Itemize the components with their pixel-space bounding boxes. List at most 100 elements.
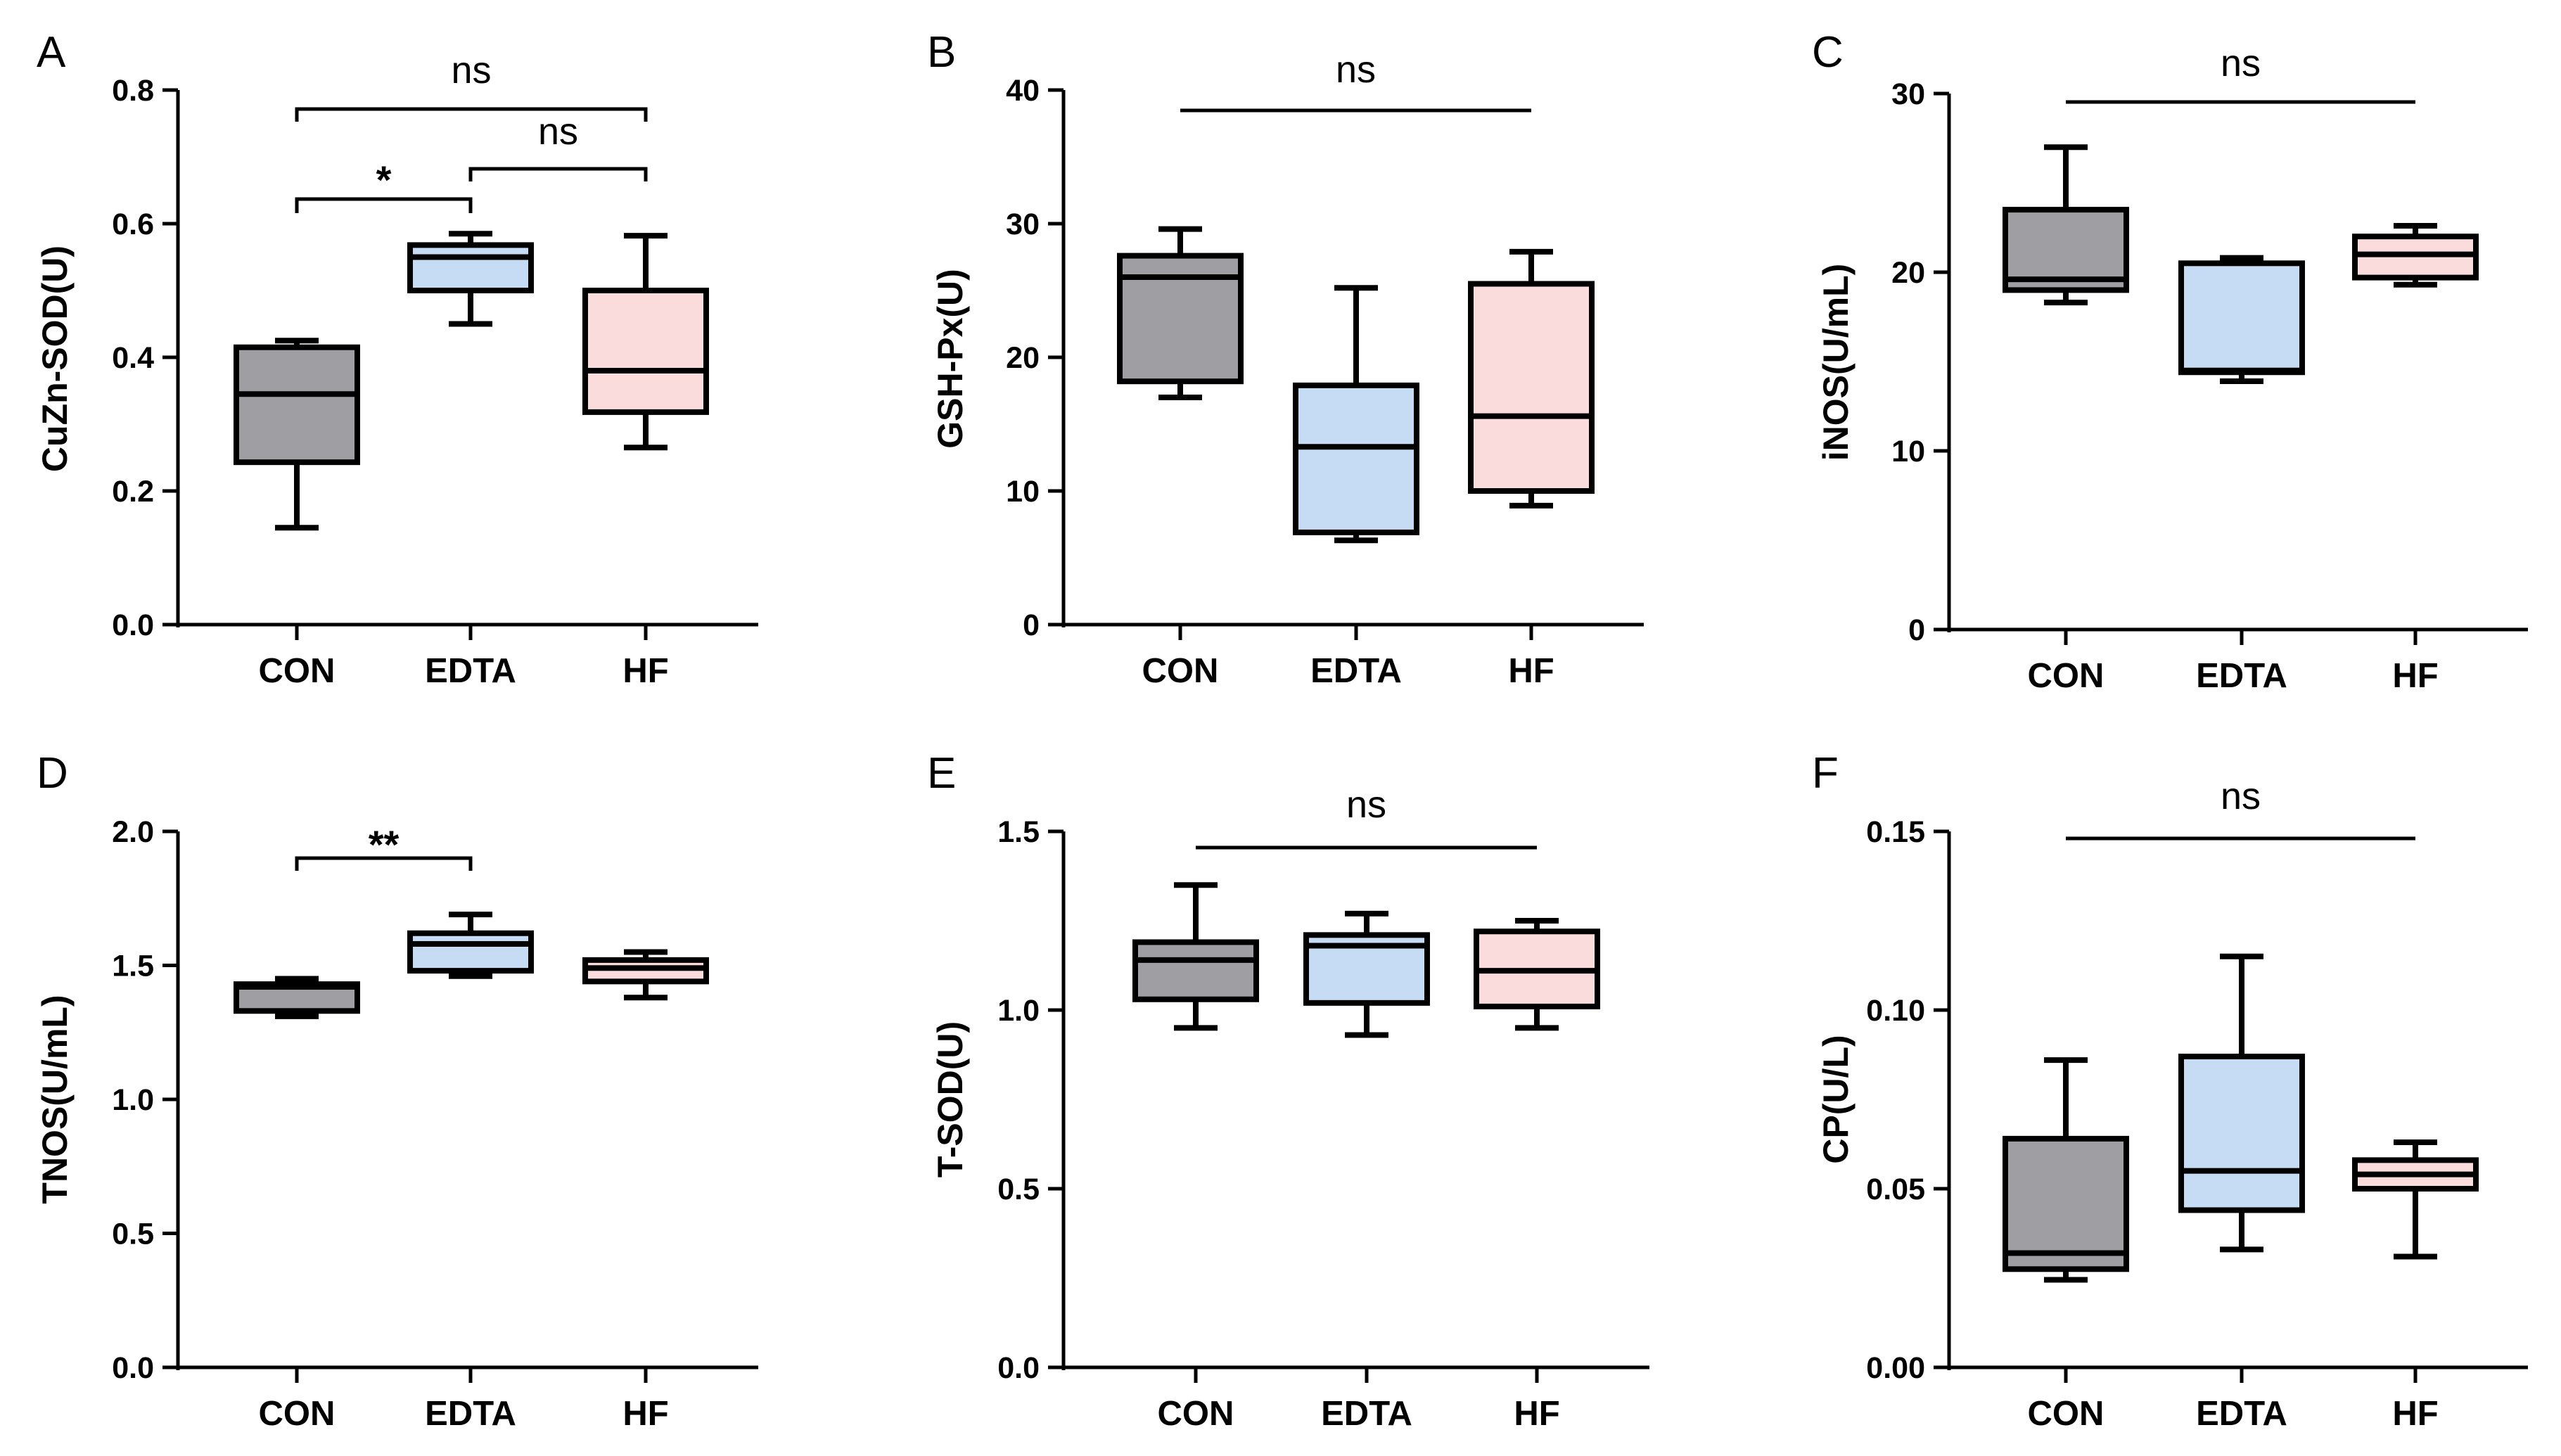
panel-B: B GSH-Px(U) 0 10 20 30 40 CON EDTA HF ns bbox=[927, 28, 1644, 690]
bracket-line bbox=[295, 856, 473, 871]
x-category-label: HF bbox=[1514, 1395, 1559, 1433]
box-hf bbox=[1474, 918, 1600, 1031]
x-category-label: EDTA bbox=[1321, 1395, 1412, 1433]
y-tick-label: 0.10 bbox=[1866, 994, 1925, 1028]
box-hf bbox=[2352, 1139, 2479, 1260]
significance-label: * bbox=[376, 158, 392, 202]
box-iqr bbox=[2003, 1135, 2129, 1272]
box-edta bbox=[2178, 953, 2305, 1253]
y-tick-label: 0.8 bbox=[112, 74, 154, 108]
x-category-label: HF bbox=[622, 1395, 668, 1433]
y-tick-label: 1.5 bbox=[997, 815, 1040, 849]
box-iqr bbox=[2178, 1054, 2305, 1213]
panel-letter: B bbox=[927, 28, 956, 77]
panel-letter: F bbox=[1812, 749, 1839, 798]
y-tick-label: 0.15 bbox=[1866, 815, 1925, 849]
significance-label: ns bbox=[2221, 42, 2261, 84]
y-tick-label: 30 bbox=[1891, 77, 1925, 111]
box-con bbox=[2003, 144, 2129, 306]
x-category-label: CON bbox=[259, 1395, 336, 1433]
significance-bracket: ns bbox=[1196, 784, 1537, 850]
y-tick-label: 20 bbox=[1006, 341, 1040, 375]
box-edta bbox=[407, 912, 534, 979]
panel-letter: C bbox=[1812, 28, 1844, 77]
box-hf bbox=[1468, 248, 1595, 509]
x-category-label: CON bbox=[2028, 657, 2105, 695]
x-category-label: CON bbox=[1142, 652, 1219, 690]
x-category-label: HF bbox=[622, 652, 668, 690]
y-tick-label: 0.0 bbox=[997, 1351, 1040, 1385]
x-category-label: CON bbox=[1158, 1395, 1234, 1433]
significance-bracket: * bbox=[295, 158, 473, 213]
y-tick-label: 10 bbox=[1891, 435, 1925, 468]
x-category-label: EDTA bbox=[425, 652, 516, 690]
box-iqr bbox=[1468, 281, 1595, 494]
y-tick-label: 2.0 bbox=[112, 815, 154, 849]
y-tick-label: 0.2 bbox=[112, 475, 154, 509]
bracket-line bbox=[295, 107, 648, 122]
box-hf bbox=[582, 949, 709, 1001]
x-category-label: CON bbox=[2028, 1395, 2105, 1433]
y-tick-label: 0.5 bbox=[997, 1173, 1040, 1206]
x-category-label: HF bbox=[2392, 657, 2438, 695]
box-edta bbox=[2178, 255, 2305, 384]
y-tick-label: 0.00 bbox=[1866, 1351, 1925, 1385]
panel-E: E T-SOD(U) 0.0 0.5 1.0 1.5 CON EDTA HF ns bbox=[927, 749, 1649, 1433]
y-tick-label: 0.5 bbox=[112, 1218, 154, 1251]
box-hf bbox=[582, 233, 709, 451]
x-category-label: HF bbox=[2392, 1395, 2438, 1433]
panel-letter: D bbox=[37, 749, 68, 798]
significance-label: ** bbox=[369, 822, 400, 867]
bracket-line bbox=[468, 167, 648, 181]
panel-D: D TNOS(U/mL) 0.0 0.5 1.0 1.5 2.0 CON EDTA HF ** bbox=[35, 749, 758, 1433]
box-iqr bbox=[407, 242, 534, 293]
y-tick-label: 0 bbox=[1023, 608, 1040, 642]
significance-label: ns bbox=[2221, 775, 2261, 817]
box-iqr bbox=[582, 288, 709, 415]
significance-label: ns bbox=[1346, 784, 1386, 826]
y-tick-label: 1.0 bbox=[112, 1083, 154, 1117]
box-iqr bbox=[234, 344, 360, 466]
box-iqr bbox=[1132, 939, 1259, 1002]
y-tick-label: 0.05 bbox=[1866, 1173, 1925, 1206]
box-iqr bbox=[1293, 382, 1419, 535]
y-axis-title: iNOS(U/mL) bbox=[1816, 264, 1856, 461]
y-tick-label: 0.0 bbox=[112, 608, 154, 642]
y-axis-title: GSH-Px(U) bbox=[931, 269, 970, 449]
y-tick-label: 0 bbox=[1908, 613, 1925, 647]
x-category-label: EDTA bbox=[425, 1395, 516, 1433]
significance-label: ns bbox=[451, 49, 491, 91]
y-axis-title: TNOS(U/mL) bbox=[35, 995, 75, 1203]
box-iqr bbox=[2178, 260, 2305, 376]
box-edta bbox=[1303, 910, 1430, 1038]
y-axis-title: T-SOD(U) bbox=[931, 1021, 970, 1177]
y-tick-label: 40 bbox=[1006, 74, 1040, 108]
x-category-label: HF bbox=[1508, 652, 1554, 690]
significance-label: ns bbox=[1336, 49, 1376, 91]
x-category-label: CON bbox=[259, 652, 336, 690]
box-con bbox=[234, 976, 360, 1019]
significance-bracket: ns bbox=[295, 49, 648, 122]
significance-bracket: ns bbox=[468, 110, 648, 181]
box-edta bbox=[1293, 285, 1419, 544]
box-con bbox=[1132, 882, 1259, 1031]
y-tick-label: 10 bbox=[1006, 475, 1040, 509]
y-tick-label: 30 bbox=[1006, 207, 1040, 241]
box-hf bbox=[2352, 222, 2479, 288]
significance-bracket: ns bbox=[1180, 49, 1531, 113]
box-iqr bbox=[407, 930, 534, 974]
x-category-label: EDTA bbox=[2196, 1395, 2287, 1433]
box-con bbox=[234, 338, 360, 531]
significance-label: ns bbox=[538, 110, 578, 153]
x-category-label: EDTA bbox=[1310, 652, 1402, 690]
box-con bbox=[1117, 226, 1244, 400]
panel-letter: E bbox=[927, 749, 956, 798]
significance-bracket: ns bbox=[2066, 775, 2415, 841]
y-tick-label: 1.5 bbox=[112, 950, 154, 983]
y-tick-label: 0.4 bbox=[112, 341, 154, 375]
y-tick-label: 20 bbox=[1891, 256, 1925, 290]
panel-A: A CuZn-SOD(U) 0.0 0.2 0.4 0.6 0.8 CON EDTA HF ns ns… bbox=[35, 28, 758, 690]
significance-bracket: ** bbox=[295, 822, 473, 871]
